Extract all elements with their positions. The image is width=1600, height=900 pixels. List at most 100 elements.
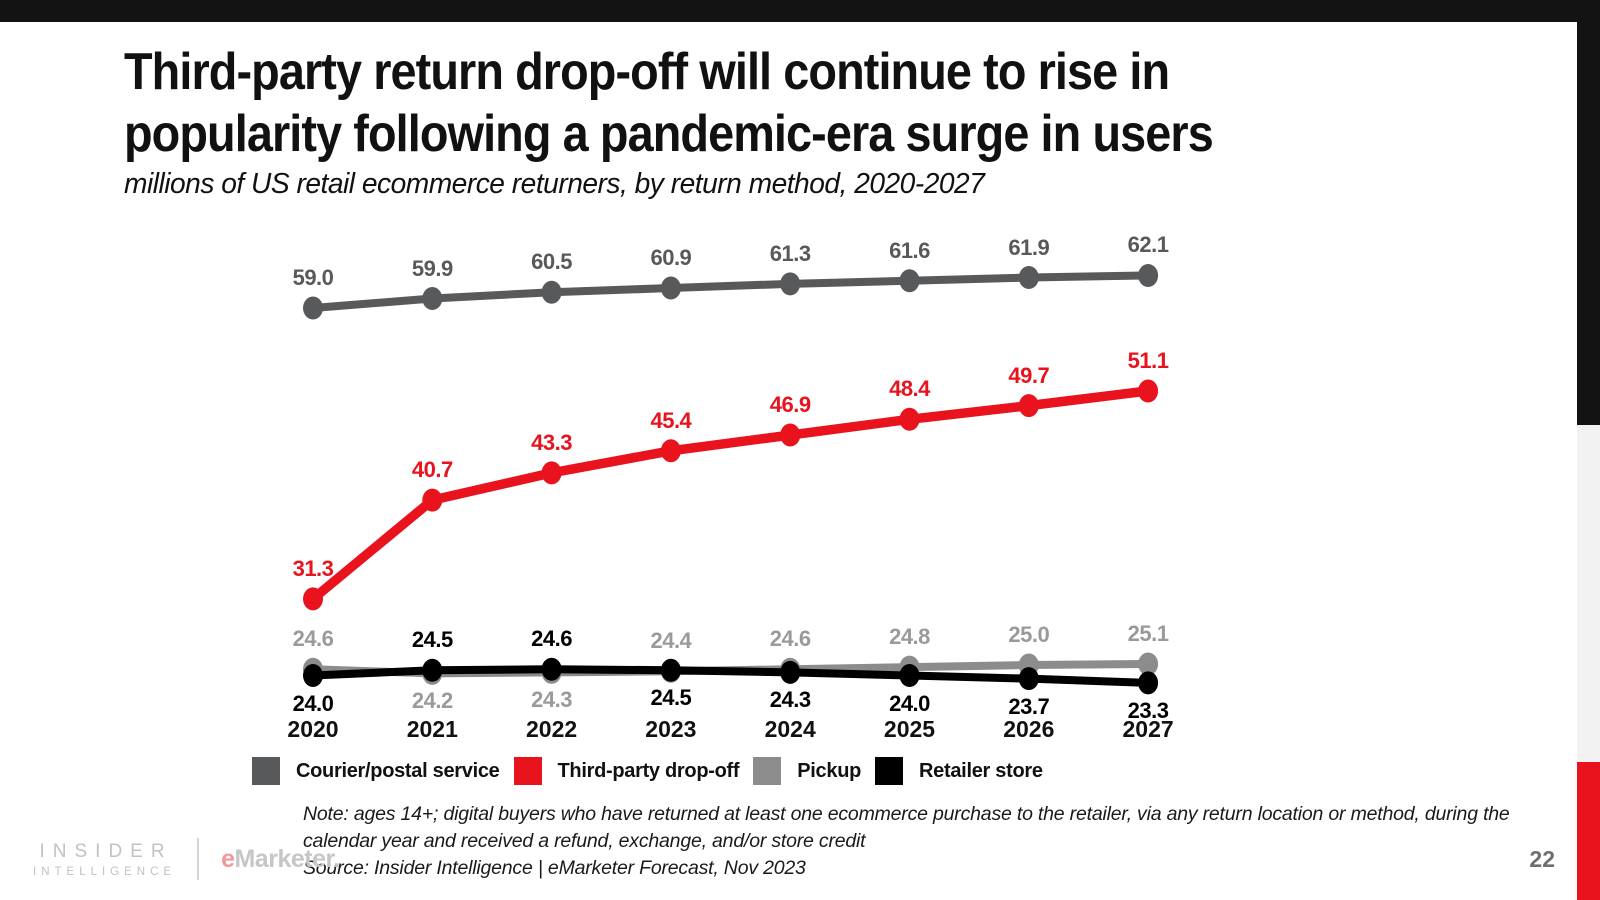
legend-label: Courier/postal service xyxy=(296,759,500,782)
data-point-label: 24.0 xyxy=(292,690,334,716)
data-point-label: 62.1 xyxy=(1127,232,1169,258)
data-point-label: 43.3 xyxy=(531,429,572,455)
brand-logos: INSIDER INTELLIGENCE eMarketer. xyxy=(33,838,340,880)
data-point xyxy=(1018,653,1039,677)
legend-swatch xyxy=(875,757,904,785)
page-number: 22 xyxy=(1529,846,1555,872)
data-point-label: 24.4 xyxy=(650,628,692,654)
right-rail-black xyxy=(1577,0,1600,425)
data-point-label: 24.6 xyxy=(531,626,572,652)
data-point-label: 24.3 xyxy=(531,687,572,713)
data-point-label: 61.6 xyxy=(889,237,930,263)
x-axis-label: 2024 xyxy=(764,716,816,742)
data-point xyxy=(660,276,681,300)
data-point-label: 24.6 xyxy=(769,626,811,652)
data-point xyxy=(1138,379,1159,403)
data-point xyxy=(541,461,562,485)
data-point xyxy=(899,664,920,687)
data-point-label: 46.9 xyxy=(769,392,811,418)
data-point xyxy=(1138,671,1159,695)
note-text-line-2: calendar year and received a refund, exc… xyxy=(303,830,866,852)
data-point xyxy=(660,659,681,683)
emarketer-logo: eMarketer. xyxy=(221,845,340,874)
data-point xyxy=(422,661,443,685)
data-point xyxy=(1138,652,1159,676)
data-point xyxy=(780,423,801,447)
data-point-label: 60.5 xyxy=(531,249,572,275)
data-point xyxy=(541,657,562,681)
x-axis-label: 2025 xyxy=(883,716,936,742)
legend-label: Retailer store xyxy=(919,759,1043,782)
data-point-label: 45.4 xyxy=(650,407,692,433)
data-point-label: 24.2 xyxy=(411,688,453,714)
data-point-label: 61.3 xyxy=(769,240,811,266)
data-point xyxy=(1018,667,1039,691)
legend-label: Pickup xyxy=(797,759,862,782)
legend-item: Pickup xyxy=(753,757,861,785)
data-point-label: 25.0 xyxy=(1008,622,1050,647)
legend-item: Third-party drop-off xyxy=(513,757,740,785)
legend-item: Courier/postal service xyxy=(252,757,500,785)
series-line xyxy=(312,659,1149,678)
x-axis-label: 2022 xyxy=(526,716,578,742)
right-rail-red xyxy=(1577,762,1600,900)
data-point-label: 49.7 xyxy=(1008,362,1050,388)
note-block: Note: ages 14+; digital buyers who have … xyxy=(303,801,1510,882)
legend-label: Third-party drop-off xyxy=(557,759,740,782)
data-point-label: 61.9 xyxy=(1008,234,1050,260)
data-point xyxy=(899,269,920,293)
insider-logo-text: INSIDER xyxy=(39,840,173,862)
data-point xyxy=(1018,394,1039,418)
data-point xyxy=(1018,266,1039,290)
data-point xyxy=(899,407,920,431)
data-point-label: 31.3 xyxy=(292,555,334,581)
slide-subtitle: millions of US retail ecommerce returner… xyxy=(124,168,985,200)
top-accent-bar xyxy=(0,0,1600,22)
data-point xyxy=(1138,263,1159,287)
data-point-label: 60.9 xyxy=(650,245,692,271)
data-point xyxy=(303,664,323,687)
data-point xyxy=(660,658,681,682)
data-point xyxy=(541,660,562,684)
data-point xyxy=(780,657,801,681)
data-point xyxy=(780,272,801,296)
data-point-label: 24.3 xyxy=(769,687,811,713)
x-axis-label: 2027 xyxy=(1122,716,1174,742)
x-axis-label: 2020 xyxy=(287,716,339,742)
data-point-label: 59.0 xyxy=(292,265,334,290)
data-point-label: 24.8 xyxy=(889,624,930,650)
series-line xyxy=(312,271,1149,312)
data-point-label: 24.5 xyxy=(411,627,453,653)
chart-legend: Courier/postal service Third-party drop-o… xyxy=(252,757,1043,785)
legend-item: Retailer store xyxy=(875,757,1043,785)
data-point xyxy=(303,657,323,681)
data-point xyxy=(422,658,443,682)
legend-swatch xyxy=(513,757,542,785)
source-text: Source: Insider Intelligence | eMarketer… xyxy=(303,857,806,879)
x-axis-label: 2023 xyxy=(645,716,697,742)
right-rail-gray xyxy=(1577,425,1600,762)
data-point-label: 24.0 xyxy=(889,690,930,716)
legend-swatch xyxy=(252,757,280,785)
data-point-label: 48.4 xyxy=(889,376,930,402)
emarketer-logo-e: e xyxy=(221,844,235,873)
emarketer-logo-text: Marketer. xyxy=(234,844,340,873)
data-point xyxy=(303,296,323,320)
note-text-line-1: Note: ages 14+; digital buyers who have … xyxy=(303,803,1510,825)
legend-swatch xyxy=(753,757,782,785)
brand-divider xyxy=(197,838,200,880)
insider-intelligence-logo: INSIDER INTELLIGENCE xyxy=(33,841,171,878)
data-point-label: 51.1 xyxy=(1127,347,1169,373)
data-point xyxy=(541,280,562,304)
slide-title-line-2: popularity following a pandemic-era surg… xyxy=(124,105,1214,163)
data-point xyxy=(660,439,681,463)
intelligence-logo-text: INTELLIGENCE xyxy=(33,865,177,878)
data-point-label: 59.9 xyxy=(411,255,453,281)
data-point xyxy=(422,287,443,311)
data-point-label: 25.1 xyxy=(1127,620,1169,646)
slide-title-line-1: Third-party return drop-off will continu… xyxy=(124,43,1170,101)
data-point xyxy=(780,660,801,684)
series-line xyxy=(309,386,1149,603)
x-axis-label: 2026 xyxy=(1003,716,1055,742)
